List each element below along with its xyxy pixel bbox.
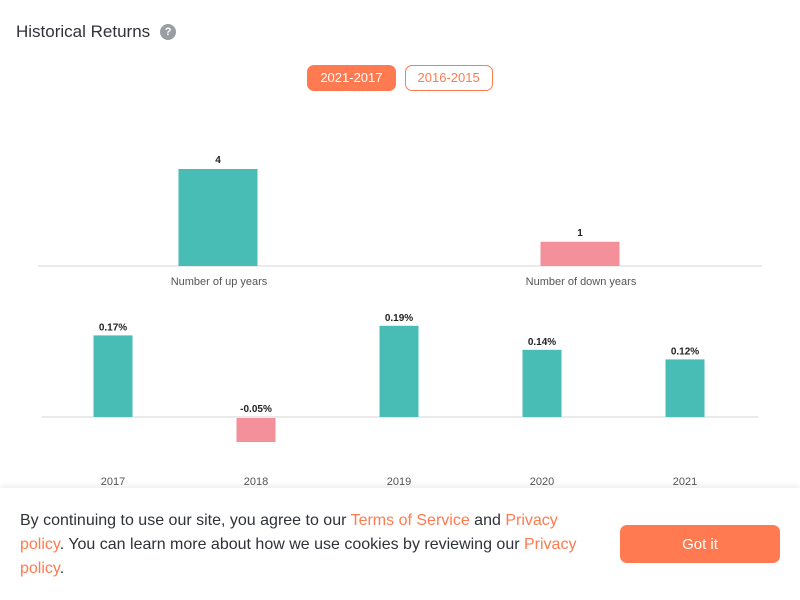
returns-charts: 4 Number of up years 1 Number of down years… [38, 155, 762, 488]
privacy-policy-link-2[interactable]: Privacy policy [20, 536, 577, 577]
bar-value-label: 0.19% [385, 313, 413, 324]
page-title: Historical Returns [16, 22, 151, 41]
bar-value-label: -0.05% [240, 404, 272, 415]
cookie-banner: By continuing to use our site, you agree… [0, 488, 800, 600]
bar-return-2020 [522, 349, 562, 417]
bar-value-label: 4 [215, 155, 221, 166]
year-label: 2021 [673, 476, 697, 488]
bar-value-label: 0.14% [528, 337, 556, 348]
year-label: 2018 [244, 476, 268, 488]
bar-up-years [178, 169, 258, 266]
category-label: Number of up years [171, 276, 268, 288]
year-label: 2017 [101, 476, 125, 488]
year-label: 2019 [387, 476, 411, 488]
period-tabs: 2021-2017 2016-2015 [0, 65, 800, 91]
bar-return-2017 [93, 335, 133, 417]
bar-return-2018 [236, 418, 276, 442]
year-label: 2020 [530, 476, 554, 488]
tab-2021-2017[interactable]: 2021-2017 [307, 65, 396, 91]
bar-return-2021 [665, 359, 705, 417]
cookie-message: By continuing to use our site, you agree… [20, 509, 590, 581]
bar-value-label: 1 [577, 228, 583, 239]
tab-2016-2015[interactable]: 2016-2015 [404, 65, 493, 91]
got-it-button[interactable]: Got it [620, 525, 780, 563]
header: Historical Returns ? [16, 22, 177, 42]
cookie-text-part: . You can learn more about how we use co… [59, 536, 524, 553]
question-circle-icon[interactable]: ? [160, 24, 177, 40]
bar-return-2019 [379, 325, 419, 417]
cookie-text-part: By continuing to use our site, you agree… [20, 512, 351, 529]
bar-value-label: 0.12% [671, 346, 699, 357]
cookie-text-part: . [59, 560, 65, 577]
bar-value-label: 0.17% [99, 322, 127, 333]
bar-down-years [540, 241, 620, 266]
cookie-text-part: and [469, 512, 506, 529]
category-label: Number of down years [526, 276, 637, 288]
privacy-policy-link[interactable]: Privacy policy [20, 512, 558, 553]
terms-of-service-link[interactable]: Terms of Service [350, 512, 470, 529]
